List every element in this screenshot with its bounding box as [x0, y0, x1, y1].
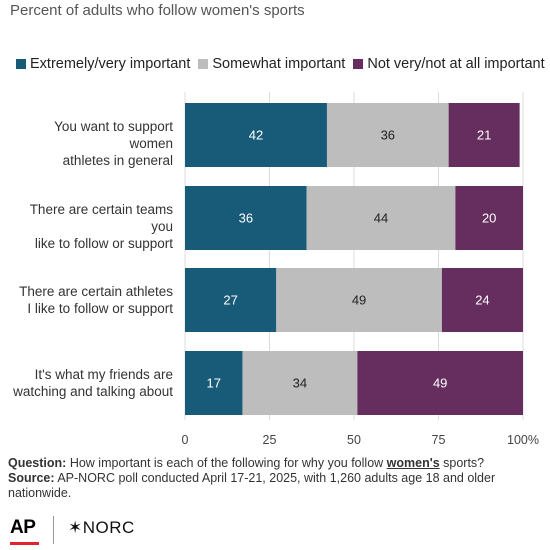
x-tick-label: 50: [347, 433, 361, 447]
legend-label: Extremely/very important: [30, 56, 191, 72]
data-label: 21: [477, 128, 491, 143]
source-label: Source:: [8, 471, 55, 485]
category-label-line: There are certain teams you: [29, 202, 173, 234]
data-label: 49: [433, 376, 447, 391]
category-label-line: You want to support women: [54, 119, 173, 151]
x-tick-label: 25: [263, 433, 277, 447]
data-label: 36: [381, 128, 395, 143]
legend-swatch: [198, 59, 209, 69]
bar-segment: [276, 268, 442, 332]
category-label-line: I like to follow or support: [27, 301, 173, 316]
source-line: Source: AP-NORC poll conducted April 17-…: [8, 471, 538, 501]
bar-segment: [185, 103, 327, 167]
data-label: 36: [239, 211, 253, 226]
x-tick-label: 0: [182, 433, 189, 447]
question-emphasis: women's: [386, 456, 440, 470]
question-line: Question: How important is each of the f…: [8, 456, 538, 471]
category-label: There are certain athletes I like to foll…: [13, 283, 173, 317]
legend-item-extremely-very: Extremely/very important: [16, 56, 190, 72]
category-label-line: like to follow or support: [34, 236, 173, 251]
legend-item-not-very: Not very/not at all important: [353, 56, 545, 72]
question-text: How important is each of the following f…: [69, 456, 384, 470]
data-label: 27: [223, 293, 237, 308]
data-label: 20: [482, 211, 496, 226]
category-label-line: It's what my friends are: [34, 367, 173, 382]
legend-swatch: [16, 59, 26, 69]
logo-divider: [53, 516, 54, 544]
bar-segment: [242, 351, 358, 415]
bar-segment: [185, 351, 243, 415]
chart-subtitle: Percent of adults who follow women's spo…: [10, 2, 305, 19]
legend-label: Not very/not at all important: [367, 56, 545, 72]
norc-logo-text: NORC: [82, 518, 135, 537]
question-end: sports?: [443, 456, 485, 470]
legend-item-somewhat: Somewhat important: [198, 56, 345, 72]
category-label-line: There are certain athletes: [19, 284, 173, 299]
category-label: You want to support women athletes in gen…: [13, 118, 173, 169]
bar-segment: [185, 186, 307, 250]
bar-segment: [357, 351, 523, 415]
category-label-line: watching and talking about: [13, 384, 173, 399]
stacked-bar-chart: 0 25 50 75 100% 42 36 21 36 44 20 27 49 24 17 34 49: [182, 92, 539, 447]
x-tick-label: 100%: [507, 433, 539, 447]
data-label: 17: [206, 376, 220, 391]
data-label: 34: [293, 376, 307, 391]
ap-logo: AP: [10, 517, 36, 538]
norc-logo: ✶NORC: [68, 518, 135, 538]
chart-footer: Question: How important is each of the f…: [8, 456, 538, 501]
bar-segment: [306, 186, 456, 250]
legend-swatch: [353, 59, 364, 69]
bar-segment: [455, 186, 523, 250]
data-label: 42: [249, 128, 263, 143]
bar-segment: [326, 103, 449, 167]
ap-logo-underline: [10, 542, 39, 545]
source-text: AP-NORC poll conducted April 17-21, 2025…: [8, 471, 496, 500]
question-label: Question:: [8, 456, 67, 470]
legend-label: Somewhat important: [212, 56, 346, 72]
legend: Extremely/very important Somewhat import…: [16, 55, 550, 73]
bar-segment: [448, 103, 520, 167]
data-label: 44: [374, 211, 388, 226]
bar-segment: [185, 268, 277, 332]
data-label: 49: [352, 293, 366, 308]
bar-segment: [441, 268, 523, 332]
data-label: 24: [475, 293, 489, 308]
x-tick-label: 75: [432, 433, 446, 447]
category-label: There are certain teams you like to follo…: [13, 201, 173, 252]
category-label-line: athletes in general: [62, 153, 173, 168]
category-label: It's what my friends are watching and tal…: [13, 366, 173, 400]
norc-star-icon: ✶: [68, 518, 83, 537]
